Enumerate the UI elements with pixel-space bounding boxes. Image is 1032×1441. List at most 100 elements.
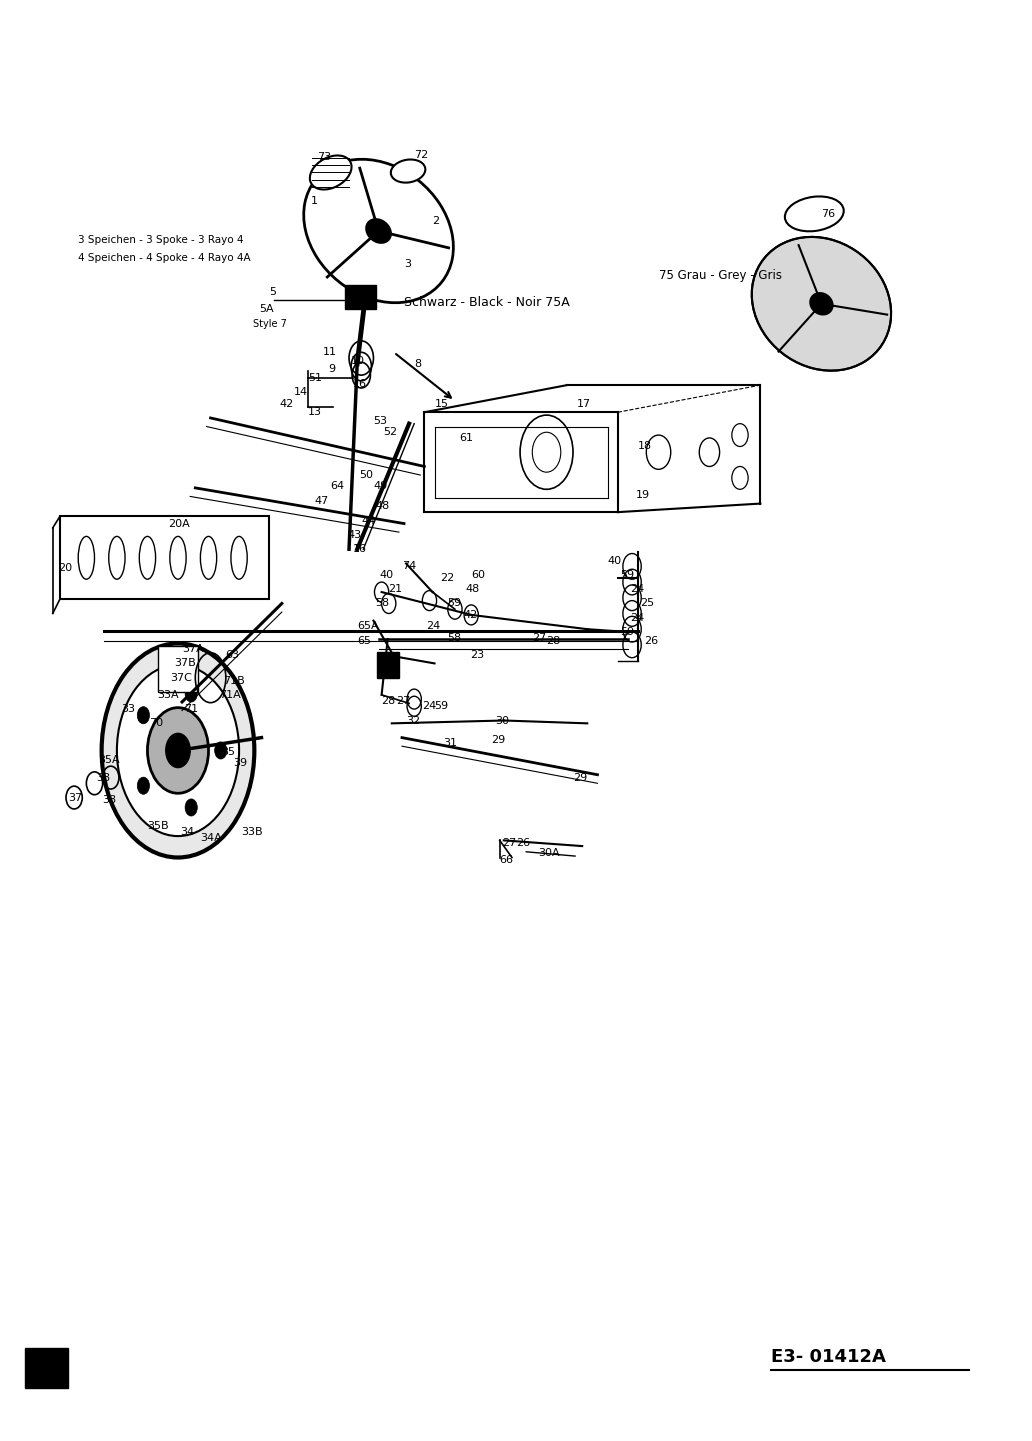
Circle shape	[117, 664, 239, 836]
Text: 43: 43	[347, 530, 361, 540]
Text: 75 Grau - Grey - Gris: 75 Grau - Grey - Gris	[658, 268, 781, 282]
Text: 37C: 37C	[170, 673, 192, 683]
Text: 71A: 71A	[219, 690, 240, 700]
Text: 51: 51	[309, 373, 322, 383]
Text: 42: 42	[280, 399, 294, 409]
Ellipse shape	[785, 196, 844, 232]
Text: 53: 53	[374, 416, 387, 425]
FancyBboxPatch shape	[25, 1349, 68, 1388]
Ellipse shape	[366, 219, 390, 242]
Text: 19: 19	[636, 490, 650, 500]
Ellipse shape	[310, 156, 352, 190]
Text: 26: 26	[644, 635, 658, 646]
Text: 40: 40	[380, 571, 393, 579]
Text: 27: 27	[502, 839, 516, 849]
Text: 10: 10	[351, 356, 365, 366]
Text: 1: 1	[311, 196, 318, 206]
Text: 24: 24	[426, 621, 441, 631]
Text: 13: 13	[309, 408, 322, 418]
Ellipse shape	[810, 293, 833, 314]
Text: 71B: 71B	[223, 676, 245, 686]
FancyBboxPatch shape	[345, 285, 376, 310]
Circle shape	[148, 708, 208, 794]
Text: 4 Speichen - 4 Spoke - 4 Rayo 4A: 4 Speichen - 4 Spoke - 4 Rayo 4A	[78, 254, 251, 264]
Text: 58: 58	[447, 633, 461, 643]
Text: 24: 24	[630, 584, 644, 594]
FancyBboxPatch shape	[158, 647, 198, 692]
Text: 15: 15	[434, 399, 449, 409]
Text: 33B: 33B	[241, 827, 263, 837]
Text: 20: 20	[58, 563, 72, 574]
Circle shape	[137, 777, 150, 794]
Text: 35A: 35A	[99, 755, 120, 765]
Circle shape	[422, 591, 437, 611]
Text: 72: 72	[414, 150, 428, 160]
Text: 29: 29	[573, 772, 587, 782]
Text: 37A: 37A	[182, 644, 203, 654]
Circle shape	[137, 706, 150, 723]
Text: 49: 49	[374, 481, 388, 491]
Text: 9: 9	[328, 365, 335, 375]
Text: 48: 48	[376, 501, 390, 512]
Text: 59: 59	[620, 627, 634, 637]
Text: 66: 66	[499, 856, 514, 866]
Text: 63: 63	[225, 650, 238, 660]
Text: 23: 23	[471, 650, 484, 660]
Text: 5: 5	[269, 287, 277, 297]
Text: 71: 71	[184, 705, 198, 715]
Text: Schwarz - Black - Noir 75A: Schwarz - Black - Noir 75A	[404, 295, 570, 308]
Text: 27: 27	[396, 696, 410, 706]
Text: 16: 16	[353, 379, 367, 389]
FancyBboxPatch shape	[377, 651, 399, 677]
Text: 28: 28	[382, 696, 396, 706]
Text: 58: 58	[376, 598, 390, 608]
FancyBboxPatch shape	[60, 516, 268, 599]
Text: 11: 11	[323, 347, 336, 357]
Text: 61: 61	[459, 432, 473, 442]
Text: 47: 47	[315, 496, 328, 506]
Text: 16: 16	[353, 545, 367, 555]
Circle shape	[464, 605, 478, 625]
Circle shape	[101, 644, 254, 857]
Circle shape	[448, 599, 462, 620]
Text: 34: 34	[180, 827, 194, 837]
Text: 34A: 34A	[200, 833, 222, 843]
Text: 52: 52	[384, 427, 397, 437]
Text: 24: 24	[630, 612, 644, 623]
Text: 64: 64	[330, 481, 345, 491]
Text: 48: 48	[465, 584, 479, 594]
Text: 44: 44	[361, 516, 376, 526]
Text: 27: 27	[533, 633, 547, 643]
Text: 31: 31	[443, 738, 457, 748]
Text: 30A: 30A	[539, 849, 560, 859]
Text: 37: 37	[68, 793, 83, 803]
Text: 35B: 35B	[148, 821, 169, 831]
Text: 28: 28	[547, 635, 560, 646]
Circle shape	[166, 733, 190, 768]
Text: 38: 38	[97, 772, 110, 782]
Text: 65: 65	[357, 635, 372, 646]
Text: 29: 29	[491, 735, 506, 745]
Text: 39: 39	[233, 758, 247, 768]
Text: E3- 01412A: E3- 01412A	[771, 1347, 885, 1366]
Text: 37B: 37B	[174, 659, 196, 669]
Text: 33A: 33A	[158, 690, 180, 700]
Ellipse shape	[751, 236, 891, 370]
Circle shape	[382, 594, 396, 614]
Text: 35: 35	[221, 746, 234, 757]
Text: 65A: 65A	[357, 621, 379, 631]
Ellipse shape	[391, 160, 425, 183]
Text: 14: 14	[294, 388, 309, 398]
Text: 22: 22	[440, 572, 454, 582]
Text: 59: 59	[620, 571, 634, 579]
Text: 24: 24	[422, 702, 437, 712]
Text: 20A: 20A	[168, 519, 190, 529]
Text: 5A: 5A	[259, 304, 275, 314]
Circle shape	[375, 582, 389, 602]
Text: 32: 32	[406, 716, 420, 725]
Text: 30: 30	[495, 716, 510, 725]
Text: 74: 74	[402, 562, 416, 572]
Text: 38: 38	[102, 795, 117, 806]
Text: Style 7: Style 7	[253, 318, 287, 329]
Circle shape	[185, 684, 197, 702]
